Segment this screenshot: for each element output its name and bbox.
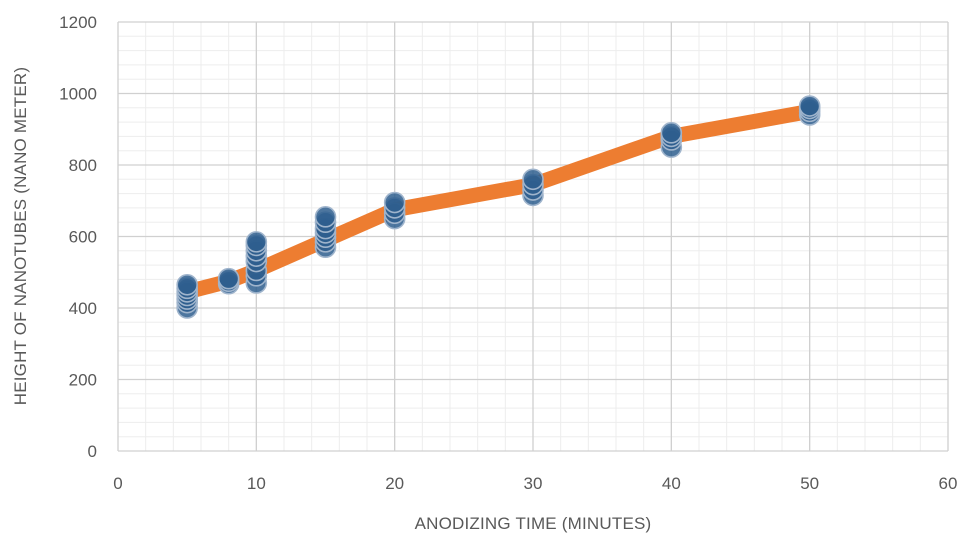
major-gridlines xyxy=(117,21,949,452)
x-tick-label: 20 xyxy=(385,474,404,493)
data-points xyxy=(176,95,821,319)
data-point xyxy=(217,267,240,290)
y-axis-tick-labels: 0 200 400 600 800 1000 1200 xyxy=(59,13,97,461)
x-tick-label: 50 xyxy=(800,474,819,493)
y-tick-label: 1200 xyxy=(59,13,97,32)
data-point xyxy=(314,206,337,228)
data-point xyxy=(798,95,821,117)
x-axis-title: ANODIZING TIME (MINUTES) xyxy=(415,514,652,533)
data-point xyxy=(522,168,544,191)
x-tick-label: 0 xyxy=(113,474,122,493)
data-point xyxy=(245,231,268,253)
data-point xyxy=(176,273,198,296)
data-point xyxy=(660,122,683,144)
x-axis-tick-labels: 0 10 20 30 40 50 60 xyxy=(113,474,957,493)
y-tick-label: 0 xyxy=(88,442,97,461)
x-tick-label: 10 xyxy=(247,474,266,493)
x-tick-label: 30 xyxy=(524,474,543,493)
x-tick-label: 40 xyxy=(662,474,681,493)
y-tick-label: 800 xyxy=(69,156,97,175)
y-tick-label: 200 xyxy=(69,371,97,390)
y-axis-title: HEIGHT OF NANOTUBES (NANO METER) xyxy=(11,67,30,406)
x-tick-label: 60 xyxy=(939,474,958,493)
data-point xyxy=(383,191,406,214)
y-tick-label: 400 xyxy=(69,299,97,318)
y-tick-label: 1000 xyxy=(59,85,97,104)
y-tick-label: 600 xyxy=(69,228,97,247)
